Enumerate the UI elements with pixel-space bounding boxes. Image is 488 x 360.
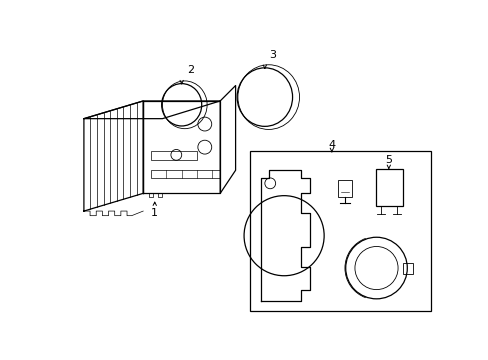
- Bar: [337, 180, 351, 197]
- Bar: [250, 151, 430, 311]
- Bar: [375, 170, 402, 206]
- Bar: [403, 264, 412, 274]
- Text: 4: 4: [327, 140, 335, 150]
- Text: 2: 2: [187, 65, 194, 75]
- Text: 5: 5: [385, 155, 391, 165]
- Bar: [151, 151, 197, 160]
- Text: 3: 3: [268, 50, 276, 60]
- Bar: [151, 170, 220, 178]
- Text: 1: 1: [151, 208, 158, 217]
